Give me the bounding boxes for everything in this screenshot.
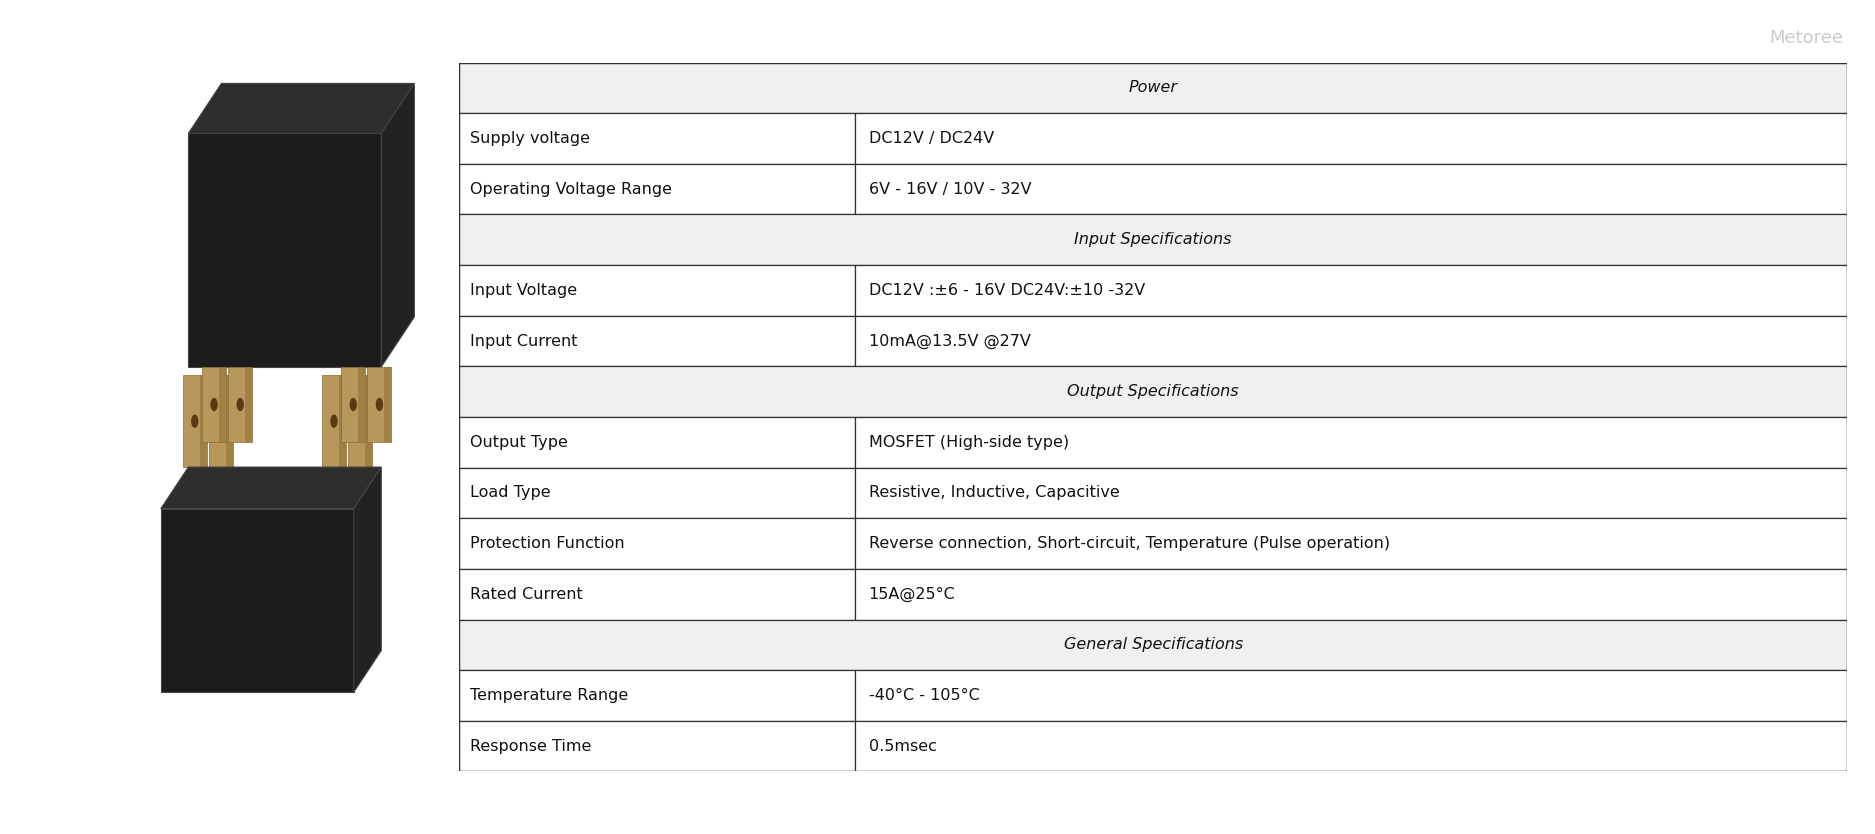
Bar: [459, 468, 855, 518]
Text: Operating Voltage Range: Operating Voltage Range: [471, 182, 673, 197]
Polygon shape: [354, 467, 381, 692]
Bar: [219, 367, 227, 442]
Bar: [208, 375, 232, 467]
Bar: [855, 518, 1847, 569]
Bar: [246, 367, 253, 442]
Text: DC12V / DC24V: DC12V / DC24V: [868, 131, 994, 146]
Bar: [349, 375, 371, 467]
Bar: [225, 375, 232, 467]
Bar: [459, 417, 855, 468]
Text: Temperature Range: Temperature Range: [471, 688, 628, 703]
Bar: [855, 671, 1847, 721]
Circle shape: [349, 398, 356, 411]
Circle shape: [375, 398, 382, 411]
Bar: [855, 721, 1847, 771]
Bar: [855, 569, 1847, 620]
Bar: [368, 367, 392, 442]
Text: Output Specifications: Output Specifications: [1067, 384, 1239, 399]
Bar: [459, 620, 1847, 671]
Circle shape: [236, 398, 244, 411]
Circle shape: [218, 414, 225, 428]
Text: Resistive, Inductive, Capacitive: Resistive, Inductive, Capacitive: [868, 485, 1119, 500]
Bar: [229, 367, 253, 442]
Polygon shape: [161, 509, 354, 692]
Bar: [459, 214, 1847, 265]
Bar: [855, 265, 1847, 316]
Circle shape: [356, 414, 364, 428]
Text: Reverse connection, Short-circuit, Temperature (Pulse operation): Reverse connection, Short-circuit, Tempe…: [868, 536, 1389, 551]
Text: Response Time: Response Time: [471, 739, 592, 754]
Text: Supply voltage: Supply voltage: [471, 131, 591, 146]
Bar: [459, 63, 1847, 113]
Circle shape: [191, 414, 199, 428]
Bar: [339, 375, 345, 467]
Text: Output Type: Output Type: [471, 435, 568, 450]
Polygon shape: [188, 133, 381, 367]
Text: Protection Function: Protection Function: [471, 536, 624, 551]
Text: 15A@25°C: 15A@25°C: [868, 586, 956, 602]
Bar: [459, 569, 855, 620]
Polygon shape: [188, 83, 414, 133]
Bar: [855, 468, 1847, 518]
Bar: [322, 375, 345, 467]
Text: Input Specifications: Input Specifications: [1074, 233, 1232, 247]
Text: -40°C - 105°C: -40°C - 105°C: [868, 688, 979, 703]
Text: 6V - 16V / 10V - 32V: 6V - 16V / 10V - 32V: [868, 182, 1031, 197]
Bar: [459, 721, 855, 771]
Circle shape: [210, 398, 218, 411]
Text: Input Current: Input Current: [471, 334, 578, 349]
Text: 10mA@13.5V @27V: 10mA@13.5V @27V: [868, 334, 1031, 349]
Bar: [855, 113, 1847, 163]
Bar: [855, 417, 1847, 468]
Bar: [358, 367, 366, 442]
Text: Metoree: Metoree: [1770, 29, 1843, 48]
Bar: [855, 163, 1847, 214]
Text: Input Voltage: Input Voltage: [471, 283, 578, 298]
Bar: [459, 265, 855, 316]
Polygon shape: [381, 83, 414, 367]
Text: DC12V :±6 - 16V DC24V:±10 -32V: DC12V :±6 - 16V DC24V:±10 -32V: [868, 283, 1146, 298]
Bar: [459, 163, 855, 214]
Bar: [459, 113, 855, 163]
Bar: [459, 316, 855, 366]
Bar: [384, 367, 392, 442]
Bar: [184, 375, 206, 467]
Text: Rated Current: Rated Current: [471, 587, 583, 601]
Text: General Specifications: General Specifications: [1063, 637, 1243, 652]
Text: MOSFET (High-side type): MOSFET (High-side type): [868, 435, 1069, 450]
Bar: [199, 375, 206, 467]
Circle shape: [330, 414, 338, 428]
Text: Power: Power: [1129, 80, 1178, 95]
Bar: [341, 367, 366, 442]
Text: 0.5msec: 0.5msec: [868, 739, 938, 754]
Text: Load Type: Load Type: [471, 485, 551, 500]
Bar: [855, 316, 1847, 366]
Bar: [459, 518, 855, 569]
Bar: [459, 366, 1847, 417]
Polygon shape: [161, 467, 381, 509]
Bar: [366, 375, 371, 467]
Bar: [202, 367, 227, 442]
Bar: [459, 671, 855, 721]
